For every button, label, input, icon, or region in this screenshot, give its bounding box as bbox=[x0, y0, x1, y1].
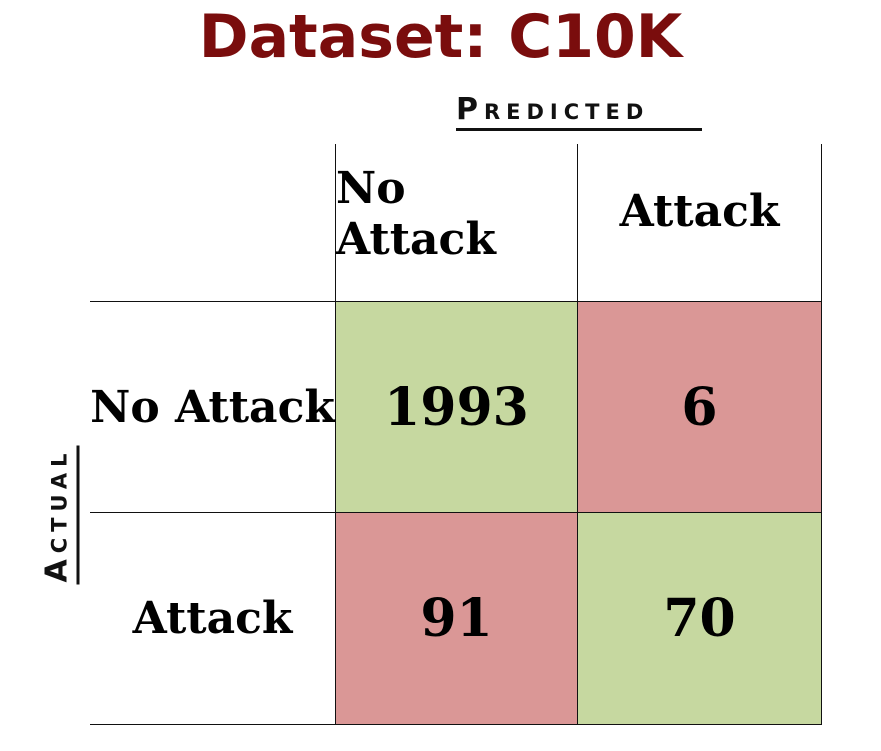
grid-line-h3 bbox=[90, 724, 822, 725]
actual-axis-label: Actual bbox=[40, 445, 80, 585]
row-header-no-attack: No Attack bbox=[90, 381, 335, 433]
cell-fn: 91 bbox=[336, 513, 577, 724]
row-header-attack: Attack bbox=[132, 593, 293, 644]
grid-line-h2 bbox=[90, 512, 822, 513]
cell-fp: 6 bbox=[578, 302, 821, 512]
grid-line-v2 bbox=[577, 144, 578, 724]
predicted-axis-text: Predicted bbox=[456, 92, 650, 127]
cell-tn: 1993 bbox=[336, 302, 577, 512]
grid-line-h1 bbox=[90, 301, 822, 302]
cell-tp: 70 bbox=[578, 513, 821, 724]
chart-title: Dataset: C10K bbox=[198, 2, 683, 72]
column-header-attack: Attack bbox=[619, 185, 780, 237]
predicted-axis-label: Predicted bbox=[456, 92, 702, 131]
grid-line-v3 bbox=[821, 144, 822, 724]
column-header-no-attack: No Attack bbox=[336, 163, 496, 265]
actual-axis-wrapper: Actual bbox=[38, 430, 82, 600]
grid-line-v1 bbox=[335, 144, 336, 724]
